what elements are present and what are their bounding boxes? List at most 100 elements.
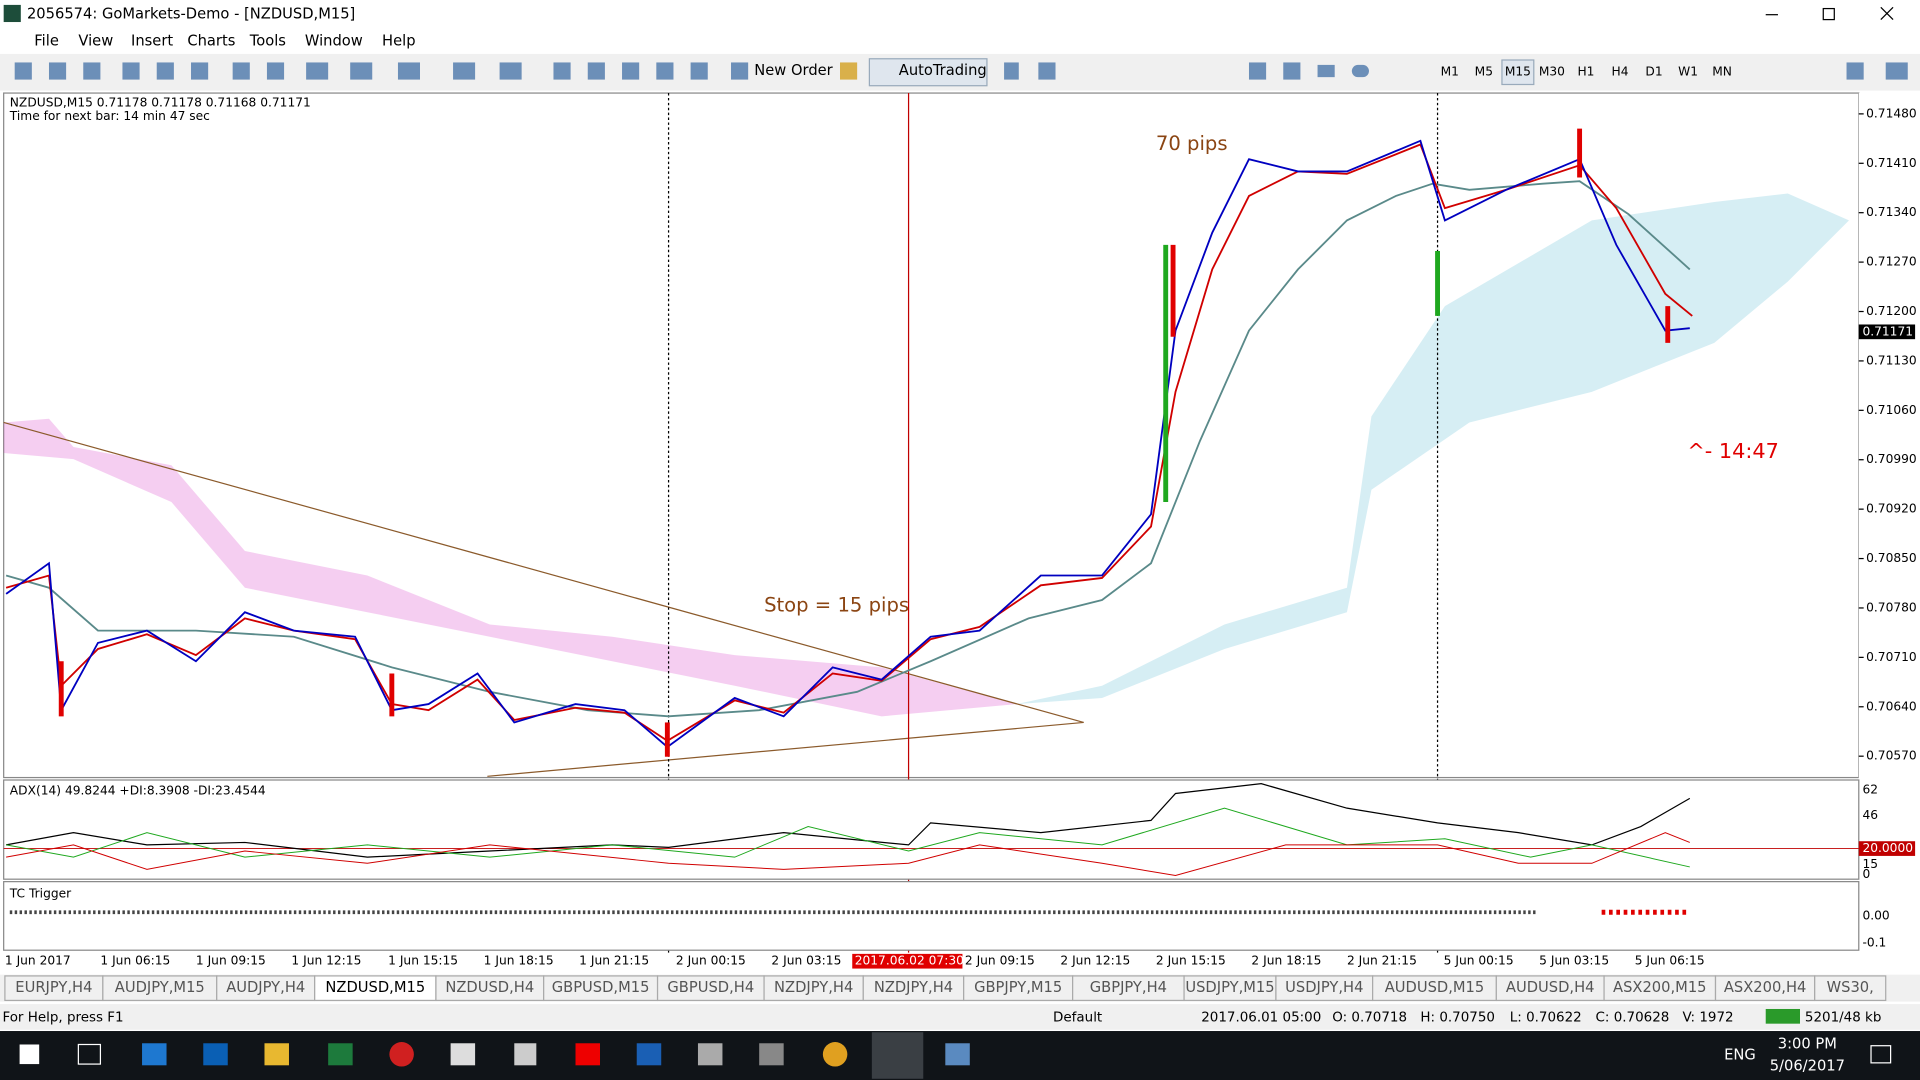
tab[interactable]	[1183, 975, 1277, 1002]
time-label: 2 Jun 03:15	[771, 954, 841, 968]
timeframe-button[interactable]: H4	[1612, 65, 1629, 79]
moving-average-slow	[5, 180, 1691, 718]
tab-label[interactable]: ASX200,H4	[1724, 979, 1807, 996]
tab[interactable]	[656, 975, 765, 1002]
tab[interactable]	[763, 975, 864, 1002]
symbol-info: NZDUSD,M15 0.71178 0.71178 0.71168 0.711…	[10, 95, 311, 109]
taskbar-date[interactable]: 5/06/2017	[1770, 1058, 1845, 1075]
time-label: 2017.06.02 07:30	[855, 954, 964, 968]
candles	[58, 128, 1671, 757]
price-label: 0.70710	[1866, 650, 1917, 664]
timeframe-button[interactable]: H1	[1577, 65, 1594, 79]
tab[interactable]	[435, 975, 545, 1002]
menu-item[interactable]: Help	[382, 33, 415, 50]
timeframe-active[interactable]	[1501, 59, 1535, 86]
status-field: V: 1972	[1682, 1011, 1733, 1026]
time-label: 5 Jun 06:15	[1635, 954, 1705, 968]
tab-label[interactable]: NZDUSD,H4	[445, 979, 534, 996]
price-label: 0.71410	[1866, 156, 1917, 170]
price-label: 0.70570	[1866, 749, 1917, 763]
tab-label[interactable]: USDJPY,H4	[1285, 979, 1363, 996]
tab[interactable]	[862, 975, 965, 1002]
timeframe-button[interactable]: M30	[1539, 65, 1565, 79]
tab-label[interactable]: NZDUSD,M15	[325, 979, 425, 996]
tab[interactable]	[4, 975, 104, 1002]
adx-label: ADX(14) 49.8244 +DI:8.3908 -DI:23.4544	[10, 784, 266, 798]
status-help: For Help, press F1	[2, 1011, 123, 1026]
timeframe-button[interactable]: D1	[1645, 65, 1662, 79]
tab-label[interactable]: ASX200,M15	[1613, 979, 1706, 996]
price-label: 0.71270	[1866, 255, 1917, 269]
autotrading-button[interactable]	[868, 58, 988, 87]
countdown-annotation: ^- 14:47	[1687, 439, 1778, 463]
tc-axis-label: 0.00	[1862, 908, 1889, 922]
menu-item[interactable]: Insert	[131, 33, 173, 50]
adx-level-tag	[1858, 841, 1916, 856]
next-bar-timer: Time for next bar: 14 min 47 sec	[9, 109, 210, 123]
tab[interactable]	[963, 975, 1074, 1002]
time-highlight	[852, 953, 963, 969]
status-traffic: 5201/48 kb	[1805, 1011, 1882, 1026]
tab[interactable]	[216, 975, 316, 1002]
window-controls[interactable]	[1765, 6, 1894, 21]
adx-axis: 62 46 20.0000 150	[1858, 782, 1916, 881]
menu-item[interactable]: Charts	[187, 33, 235, 50]
adx-axis-label: 0	[1862, 867, 1870, 881]
minus-di-line	[6, 832, 1690, 877]
tab[interactable]	[1372, 975, 1497, 1002]
tab[interactable]	[1275, 975, 1374, 1002]
current-price-tag	[1858, 324, 1916, 340]
status-profile: Default	[1053, 1011, 1102, 1026]
price-label: 0.70780	[1866, 600, 1917, 614]
plus-di-line	[6, 807, 1690, 868]
cloud-bullish	[1016, 193, 1849, 705]
autotrading-label[interactable]: AutoTrading	[899, 62, 987, 79]
price-labels: 0.71480 0.71410 0.71340 0.71270 0.71200 0.711…	[1858, 106, 1917, 763]
tab-label[interactable]: NZDJPY,H4	[874, 979, 953, 996]
menu-item[interactable]: Tools	[249, 33, 286, 50]
menu-item[interactable]: Window	[305, 33, 363, 50]
adx-axis-label: 20.0000	[1862, 841, 1913, 855]
tc-axis-label: -0.1	[1862, 935, 1886, 949]
tab-label[interactable]: GBPJPY,M15	[974, 979, 1062, 996]
menu-item[interactable]: File	[34, 33, 59, 50]
timeframe-button[interactable]: M5	[1475, 65, 1493, 79]
menu-item[interactable]: View	[78, 33, 113, 50]
price-label: 0.70920	[1866, 502, 1917, 516]
new-order-button[interactable]: New Order	[754, 62, 833, 79]
toolbar-icons[interactable]	[14, 62, 1908, 80]
taskbar-icons[interactable]	[19, 1032, 970, 1079]
taskbar-language[interactable]: ENG	[1724, 1047, 1756, 1064]
timeframe-button[interactable]: MN	[1712, 65, 1732, 79]
adx-axis-label: 62	[1862, 782, 1878, 796]
tab[interactable]	[1814, 975, 1887, 1002]
tab-label[interactable]: NZDJPY,H4	[774, 979, 853, 996]
price-label: 0.70850	[1866, 551, 1917, 565]
tab-label[interactable]: GBPJPY,H4	[1090, 979, 1167, 996]
tab-label[interactable]: WS30,	[1827, 979, 1874, 996]
tab[interactable]	[1495, 975, 1605, 1002]
tab[interactable]	[1603, 975, 1717, 1002]
tab[interactable]	[1714, 975, 1816, 1002]
notification-icon[interactable]	[1870, 1045, 1892, 1064]
app-icon	[3, 4, 21, 23]
tab-label[interactable]: AUDUSD,H4	[1506, 979, 1595, 996]
tab-label[interactable]: AUDJPY,H4	[226, 979, 305, 996]
title-bar	[0, 0, 1920, 29]
chart-area	[3, 92, 1860, 779]
timeframe-button[interactable]: M1	[1441, 65, 1459, 79]
status-field: O: 0.70718	[1332, 1011, 1407, 1026]
tab-label[interactable]: AUDUSD,M15	[1385, 979, 1485, 996]
tab-label[interactable]: USDJPY,M15	[1185, 979, 1274, 996]
time-label: 2 Jun 00:15	[676, 954, 746, 968]
status-field: 2017.06.01 05:00	[1201, 1011, 1321, 1026]
tab-label[interactable]: GBPUSD,H4	[667, 979, 754, 996]
timeframe-bar: M1 M5 M15 M30 H1 H4 D1 W1 MN	[1441, 59, 1732, 86]
timeframe-button[interactable]: W1	[1678, 65, 1698, 79]
taskbar-time[interactable]: 3:00 PM	[1778, 1035, 1837, 1052]
tab-label[interactable]: EURJPY,H4	[15, 979, 92, 996]
tab[interactable]	[102, 975, 218, 1002]
timeframe-button[interactable]: M15	[1505, 65, 1531, 79]
tab-label[interactable]: AUDJPY,M15	[115, 979, 205, 996]
tab-label[interactable]: GBPUSD,M15	[552, 979, 650, 996]
